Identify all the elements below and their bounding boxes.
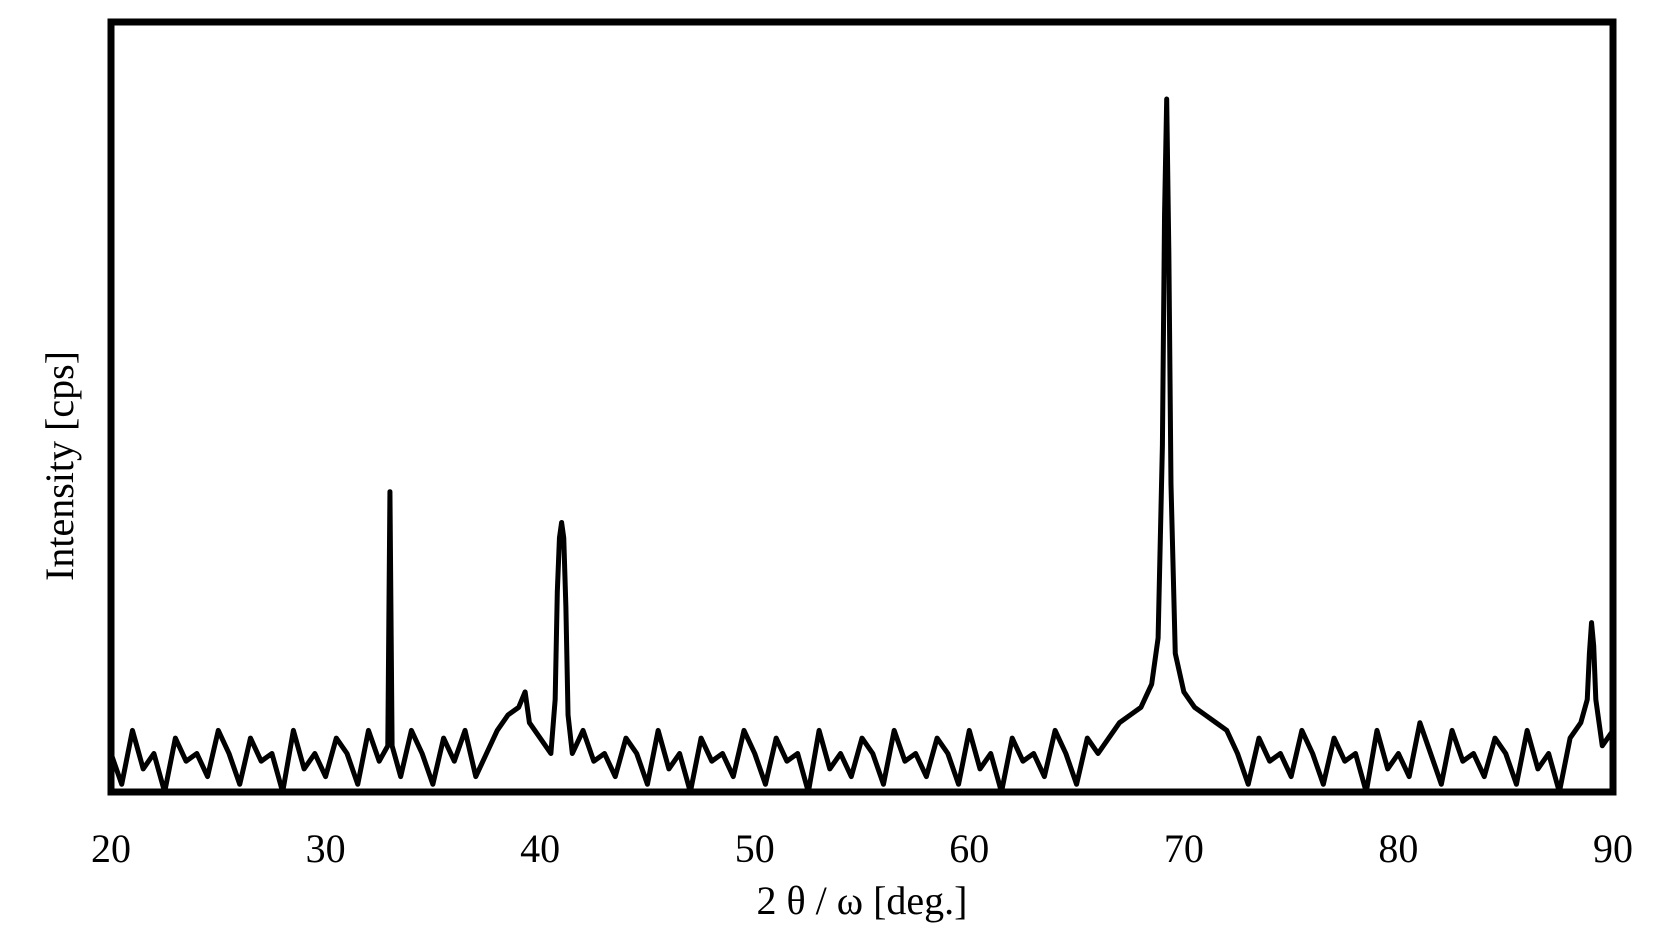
x-tick-label: 30: [306, 826, 346, 871]
x-tick-label: 80: [1378, 826, 1418, 871]
x-tick-label: 70: [1164, 826, 1204, 871]
x-tick-label: 40: [520, 826, 560, 871]
data-line: [108, 96, 1616, 795]
x-tick-label: 50: [735, 826, 775, 871]
x-tick-label: 20: [91, 826, 131, 871]
x-tick-label: 60: [949, 826, 989, 871]
x-tick-label: 90: [1593, 826, 1633, 871]
x-axis-label: 2 θ / ω [deg.]: [757, 878, 968, 923]
y-axis-label: Intensity [cps]: [37, 351, 82, 581]
plot-frame: [107, 18, 1617, 796]
